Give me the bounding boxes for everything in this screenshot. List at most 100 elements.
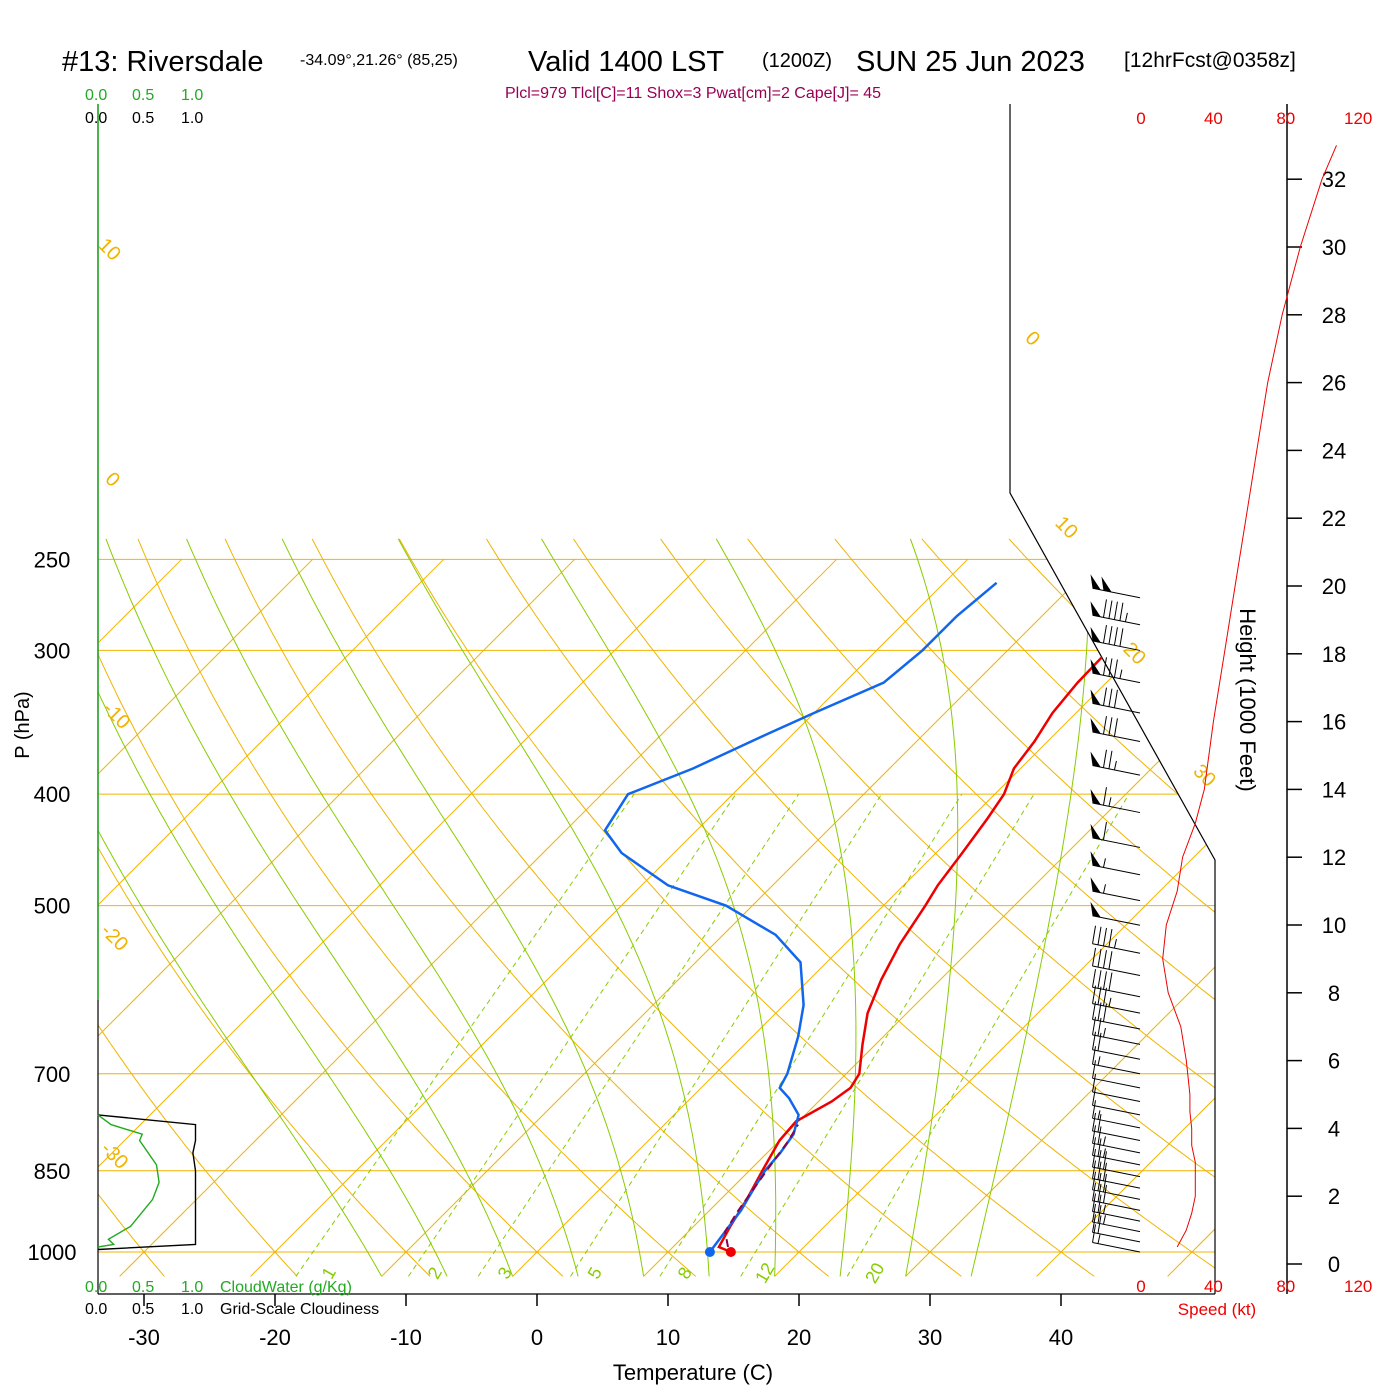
wind-speed-line bbox=[1162, 145, 1337, 1248]
wind-barb-half bbox=[1102, 858, 1106, 868]
station-title: #13: Riversdale bbox=[62, 46, 264, 78]
wind-barb bbox=[1092, 925, 1141, 954]
station-coords: -34.09°,21.26° (85,25) bbox=[300, 52, 458, 69]
wind-barb bbox=[1090, 625, 1141, 651]
wind-barb bbox=[1090, 716, 1141, 743]
moist-adiabat bbox=[397, 538, 710, 1277]
cloudwater-scale-bottom-1: 0.5 bbox=[132, 1279, 154, 1296]
height-tick-label: 4 bbox=[1328, 1116, 1340, 1141]
isotherm-line bbox=[774, 558, 1215, 1277]
x-tick-label: 20 bbox=[787, 1325, 811, 1350]
wind-barb-staff bbox=[1092, 1049, 1141, 1060]
wind-barb-full bbox=[1102, 1184, 1107, 1204]
isotherm-line bbox=[643, 558, 1215, 1277]
wind-barb-flag bbox=[1090, 717, 1101, 734]
wind-barb bbox=[1092, 985, 1141, 1014]
height-tick-label: 24 bbox=[1322, 438, 1346, 463]
y-tick-label: 400 bbox=[34, 782, 71, 807]
y-axis-label: P (hPa) bbox=[12, 691, 34, 758]
cloudwater-scale-bottom-2: 1.0 bbox=[181, 1279, 203, 1296]
y-tick-label: 300 bbox=[34, 638, 71, 663]
wind-barb-full bbox=[1113, 659, 1118, 678]
wind-barb-full bbox=[1097, 1113, 1102, 1133]
y-tick-label: 500 bbox=[34, 894, 71, 919]
isotherm-line bbox=[98, 558, 576, 1277]
wind-barb bbox=[1090, 877, 1141, 902]
wind-barb-staff bbox=[1092, 672, 1141, 684]
y-tick-label: 250 bbox=[34, 547, 71, 572]
mixing-ratio-line bbox=[570, 793, 883, 1277]
cloud-scale-top: 0.0 0.5 1.0 0.0 0.5 1.0 bbox=[85, 87, 203, 127]
dry-adiabat bbox=[398, 538, 1095, 1277]
x-tick-label: -10 bbox=[390, 1325, 422, 1350]
wind-barb-half bbox=[1108, 797, 1112, 807]
dry-adiabat bbox=[834, 538, 1215, 1277]
wind-barb-half bbox=[1097, 1110, 1101, 1120]
speed-tick-label-bottom: 0 bbox=[1136, 1277, 1145, 1296]
wind-barb-full bbox=[1092, 947, 1097, 967]
moist-adiabat bbox=[98, 538, 448, 1277]
mixing-ratio-line bbox=[659, 793, 963, 1277]
mixing-ratio-line bbox=[408, 793, 737, 1277]
mixing-ratio-line bbox=[295, 793, 635, 1277]
wind-barb-full bbox=[1108, 951, 1113, 970]
parcel-line bbox=[724, 1124, 799, 1248]
wind-barb bbox=[1092, 1160, 1141, 1189]
moist-adiabat bbox=[970, 538, 1090, 1277]
cloudiness-scale-bottom-1: 0.5 bbox=[132, 1301, 154, 1318]
wind-barb-full bbox=[1108, 658, 1113, 677]
cloudiness-scale-top-0: 0.0 bbox=[85, 110, 107, 127]
height-tick-label: 16 bbox=[1322, 710, 1346, 735]
wind-barb-half bbox=[1113, 939, 1117, 949]
wind-barb-full bbox=[1092, 1087, 1097, 1106]
wind-barb-full bbox=[1097, 1183, 1102, 1202]
wind-barb bbox=[1092, 1137, 1141, 1166]
wind-barb bbox=[1090, 599, 1141, 626]
moist-adiabat bbox=[715, 538, 857, 1277]
wind-barb-full bbox=[1097, 1194, 1102, 1213]
wind-barb-staff bbox=[1092, 1063, 1141, 1075]
dry-adiabat bbox=[0, 539, 32, 1277]
wind-barb-flag bbox=[1090, 751, 1101, 768]
moist-adiabat bbox=[186, 538, 579, 1277]
wind-barb bbox=[1092, 1087, 1141, 1116]
height-tick-label: 28 bbox=[1322, 303, 1346, 328]
moist-adiabat bbox=[281, 538, 645, 1277]
x-tick-label: -20 bbox=[259, 1325, 291, 1350]
wind-barb-full bbox=[1102, 749, 1107, 768]
wind-barb-staff bbox=[1092, 614, 1141, 626]
isotherm-label: -30 bbox=[96, 1138, 132, 1174]
cloudwater-scale-top-0: 0.0 bbox=[85, 87, 107, 104]
wind-barb-full bbox=[1102, 716, 1107, 735]
wind-barb-full bbox=[1102, 1151, 1107, 1170]
cloudwater-label: CloudWater (g/Kg) bbox=[220, 1279, 352, 1296]
height-tick-label: 30 bbox=[1322, 235, 1346, 260]
wind-barb-full bbox=[1102, 1173, 1107, 1193]
wind-barb-full bbox=[1097, 926, 1102, 945]
speed-tick-label-bottom: 80 bbox=[1276, 1277, 1295, 1296]
wind-barb bbox=[1090, 657, 1141, 684]
wind-barb-full bbox=[1102, 927, 1107, 947]
wind-barb bbox=[1092, 1031, 1141, 1060]
mixing-ratio-line bbox=[740, 793, 1035, 1277]
wind-barb-half bbox=[1108, 997, 1112, 1008]
cloudiness-scale-bottom-0: 0.0 bbox=[85, 1301, 107, 1318]
wind-barb-flag bbox=[1090, 901, 1101, 918]
wind-barb-half bbox=[1097, 1056, 1101, 1066]
wind-barb bbox=[1090, 822, 1141, 848]
moist-adiabat bbox=[541, 538, 777, 1277]
isotherm-label: 20 bbox=[1119, 638, 1150, 669]
mixing-ratio-label: 3 bbox=[494, 1264, 516, 1283]
isotherm-label: 0 bbox=[101, 468, 124, 491]
wind-barb-full bbox=[1102, 822, 1107, 841]
isotherm-line bbox=[119, 558, 838, 1277]
wind-barb-staff bbox=[1092, 943, 1141, 954]
wind-barb-staff bbox=[1092, 1211, 1141, 1222]
height-tick-label: 20 bbox=[1322, 574, 1346, 599]
wind-barb-full bbox=[1097, 948, 1102, 968]
wind-barb-staff bbox=[1092, 1166, 1141, 1178]
wind-barb bbox=[1090, 749, 1141, 776]
valid-date: SUN 25 Jun 2023 bbox=[856, 46, 1085, 78]
wind-barb-full bbox=[1108, 600, 1113, 619]
wind-barb-staff bbox=[1092, 1154, 1141, 1166]
